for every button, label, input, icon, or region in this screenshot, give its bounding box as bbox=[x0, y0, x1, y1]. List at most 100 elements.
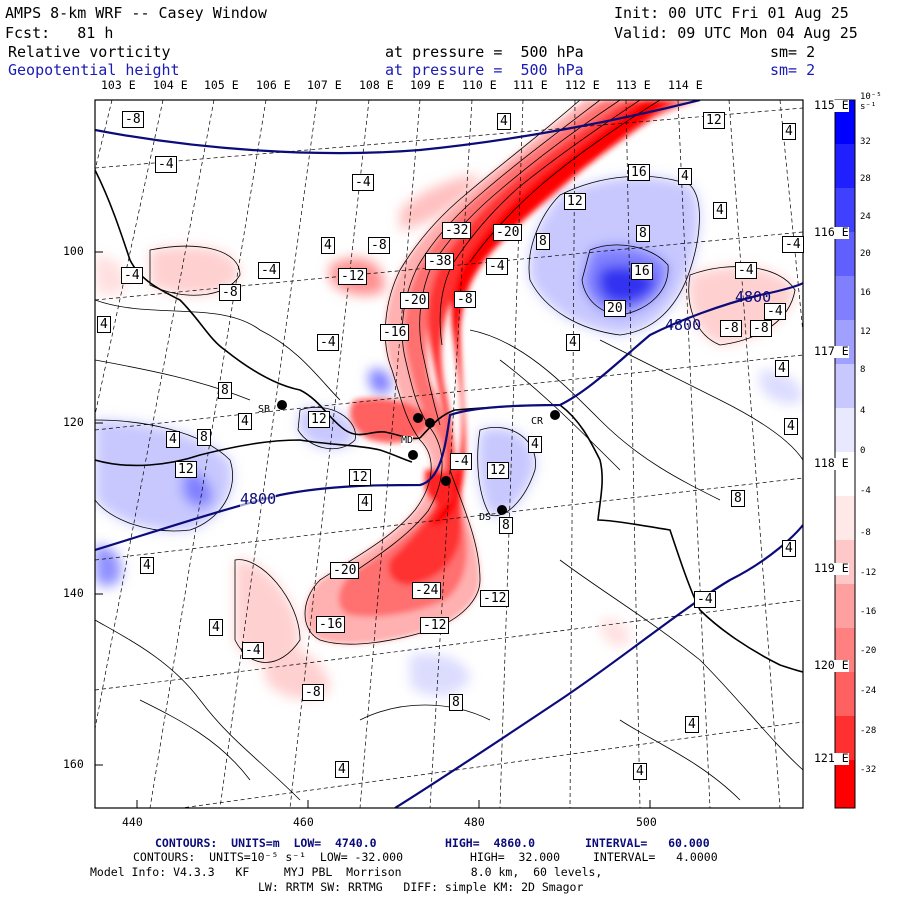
vorticity-label: 4 bbox=[97, 316, 111, 333]
vorticity-label: 4 bbox=[335, 761, 349, 778]
colorbar-swatch bbox=[835, 672, 855, 716]
colorbar-swatch bbox=[835, 584, 855, 628]
vorticity-label: 4 bbox=[497, 113, 511, 130]
vorticity-label: 4 bbox=[238, 413, 252, 430]
map-title: AMPS 8-km WRF -- Casey Window bbox=[5, 4, 267, 22]
vorticity-label: -16 bbox=[316, 616, 346, 633]
vorticity-label: -38 bbox=[425, 253, 455, 270]
vorticity-label: 12 bbox=[175, 461, 197, 478]
x-axis-tick-label: 460 bbox=[293, 815, 314, 829]
lon-label-right: 121 E bbox=[814, 751, 849, 765]
footer-vorticity-interval: INTERVAL= 4.0000 bbox=[593, 850, 718, 864]
x-axis-tick-label: 500 bbox=[636, 815, 657, 829]
station-label: DS bbox=[479, 512, 492, 523]
vorticity-label: 8 bbox=[731, 490, 745, 507]
colorbar-tick: -8 bbox=[860, 528, 871, 538]
vorticity-label: -8 bbox=[368, 237, 390, 254]
vorticity-label: 12 bbox=[308, 411, 330, 428]
y-axis-tick-label: 140 bbox=[63, 586, 84, 600]
vorticity-label: 4 bbox=[528, 436, 542, 453]
vorticity-label: 8 bbox=[449, 694, 463, 711]
colorbar-swatch bbox=[835, 364, 855, 408]
vorticity-label: 4 bbox=[782, 540, 796, 557]
colorbar-swatch bbox=[835, 276, 855, 320]
vorticity-label: 4 bbox=[685, 716, 699, 733]
lon-label-top: 112 E bbox=[565, 78, 600, 92]
colorbar bbox=[834, 99, 856, 809]
vorticity-label: -4 bbox=[694, 591, 716, 608]
vorticity-label: -4 bbox=[486, 258, 508, 275]
positive-vorticity-shading bbox=[95, 176, 803, 696]
vorticity-label: 8 bbox=[536, 233, 550, 250]
footer-height-contours: CONTOURS: UNITS=m LOW= 4740.0 bbox=[155, 836, 377, 850]
x-axis-tick-label: 480 bbox=[464, 815, 485, 829]
lon-label-top: 103 E bbox=[101, 78, 136, 92]
height-contour-label: 4800 bbox=[240, 490, 277, 508]
colorbar-tick: -4 bbox=[860, 486, 871, 496]
colorbar-unit: 10⁻⁵ s⁻¹ bbox=[860, 92, 882, 112]
colorbar-tick: 32 bbox=[860, 137, 871, 147]
vorticity-label: 12 bbox=[349, 469, 371, 486]
vorticity-label: -20 bbox=[330, 562, 360, 579]
colorbar-tick: -12 bbox=[860, 568, 877, 578]
footer-vorticity-high: HIGH= 32.000 bbox=[470, 850, 561, 864]
footer-vorticity-contours: CONTOURS: UNITS=10⁻⁵ s⁻¹ LOW= -32.000 bbox=[133, 850, 404, 864]
vorticity-label: 12 bbox=[703, 112, 725, 129]
vorticity-label: 4 bbox=[209, 619, 223, 636]
valid-time: Valid: 09 UTC Mon 04 Aug 25 bbox=[614, 24, 858, 42]
x-axis-tick-label: 440 bbox=[122, 815, 143, 829]
field2-level: at pressure = 500 hPa bbox=[385, 61, 584, 79]
field1-level: at pressure = 500 hPa bbox=[385, 43, 584, 61]
footer-height-interval: INTERVAL= 60.000 bbox=[585, 836, 710, 850]
vorticity-label: -4 bbox=[764, 303, 786, 320]
y-axis-ticks bbox=[95, 251, 103, 766]
vorticity-label: -12 bbox=[480, 590, 510, 607]
colorbar-tick: 12 bbox=[860, 327, 871, 337]
vorticity-label: -4 bbox=[735, 262, 757, 279]
colorbar-tick: -32 bbox=[860, 765, 877, 775]
lon-label-right: 120 E bbox=[814, 658, 849, 672]
negative-vorticity-shading bbox=[95, 100, 795, 699]
vorticity-label: -4 bbox=[258, 262, 280, 279]
vorticity-label: -4 bbox=[450, 453, 472, 470]
colorbar-swatch bbox=[835, 188, 855, 232]
vorticity-label: 4 bbox=[140, 557, 154, 574]
vorticity-label: -24 bbox=[412, 582, 442, 599]
colorbar-swatch bbox=[835, 760, 855, 808]
y-axis-tick-label: 120 bbox=[63, 415, 84, 429]
geopotential-height-contours bbox=[95, 100, 803, 808]
lon-label-top: 114 E bbox=[668, 78, 703, 92]
lon-label-right: 118 E bbox=[814, 456, 849, 470]
station-markers bbox=[277, 400, 560, 515]
vorticity-label: 4 bbox=[566, 334, 580, 351]
colorbar-tick: -16 bbox=[860, 607, 877, 617]
vorticity-label: 16 bbox=[631, 263, 653, 280]
colorbar-tick: -28 bbox=[860, 726, 877, 736]
vorticity-label: 4 bbox=[166, 431, 180, 448]
height-contour-label: 4800 bbox=[735, 288, 772, 306]
vorticity-label: -16 bbox=[380, 324, 410, 341]
vorticity-label: -4 bbox=[155, 156, 177, 173]
colorbar-swatch bbox=[835, 232, 855, 276]
lon-label-top: 111 E bbox=[513, 78, 548, 92]
colorbar-tick: 8 bbox=[860, 365, 866, 375]
field1-name: Relative vorticity bbox=[8, 43, 171, 61]
vorticity-label: 4 bbox=[775, 360, 789, 377]
colorbar-tick: 16 bbox=[860, 288, 871, 298]
lon-label-right: 119 E bbox=[814, 561, 849, 575]
lon-label-top: 108 E bbox=[359, 78, 394, 92]
vorticity-label: -4 bbox=[242, 642, 264, 659]
vorticity-label: 4 bbox=[713, 202, 727, 219]
footer-model-info: Model Info: V4.3.3 KF MYJ PBL Morrison 8… bbox=[90, 865, 603, 879]
vorticity-label: 20 bbox=[604, 300, 626, 317]
lon-label-right: 115 E bbox=[814, 98, 849, 112]
vorticity-label: -4 bbox=[317, 334, 339, 351]
station-label: SB bbox=[258, 404, 271, 415]
station-label: MD bbox=[401, 435, 414, 446]
colorbar-swatch bbox=[835, 716, 855, 760]
vorticity-label: 4 bbox=[782, 123, 796, 140]
height-contour-label: 4800 bbox=[665, 316, 702, 334]
vorticity-label: -8 bbox=[750, 320, 772, 337]
vorticity-label: 4 bbox=[633, 763, 647, 780]
